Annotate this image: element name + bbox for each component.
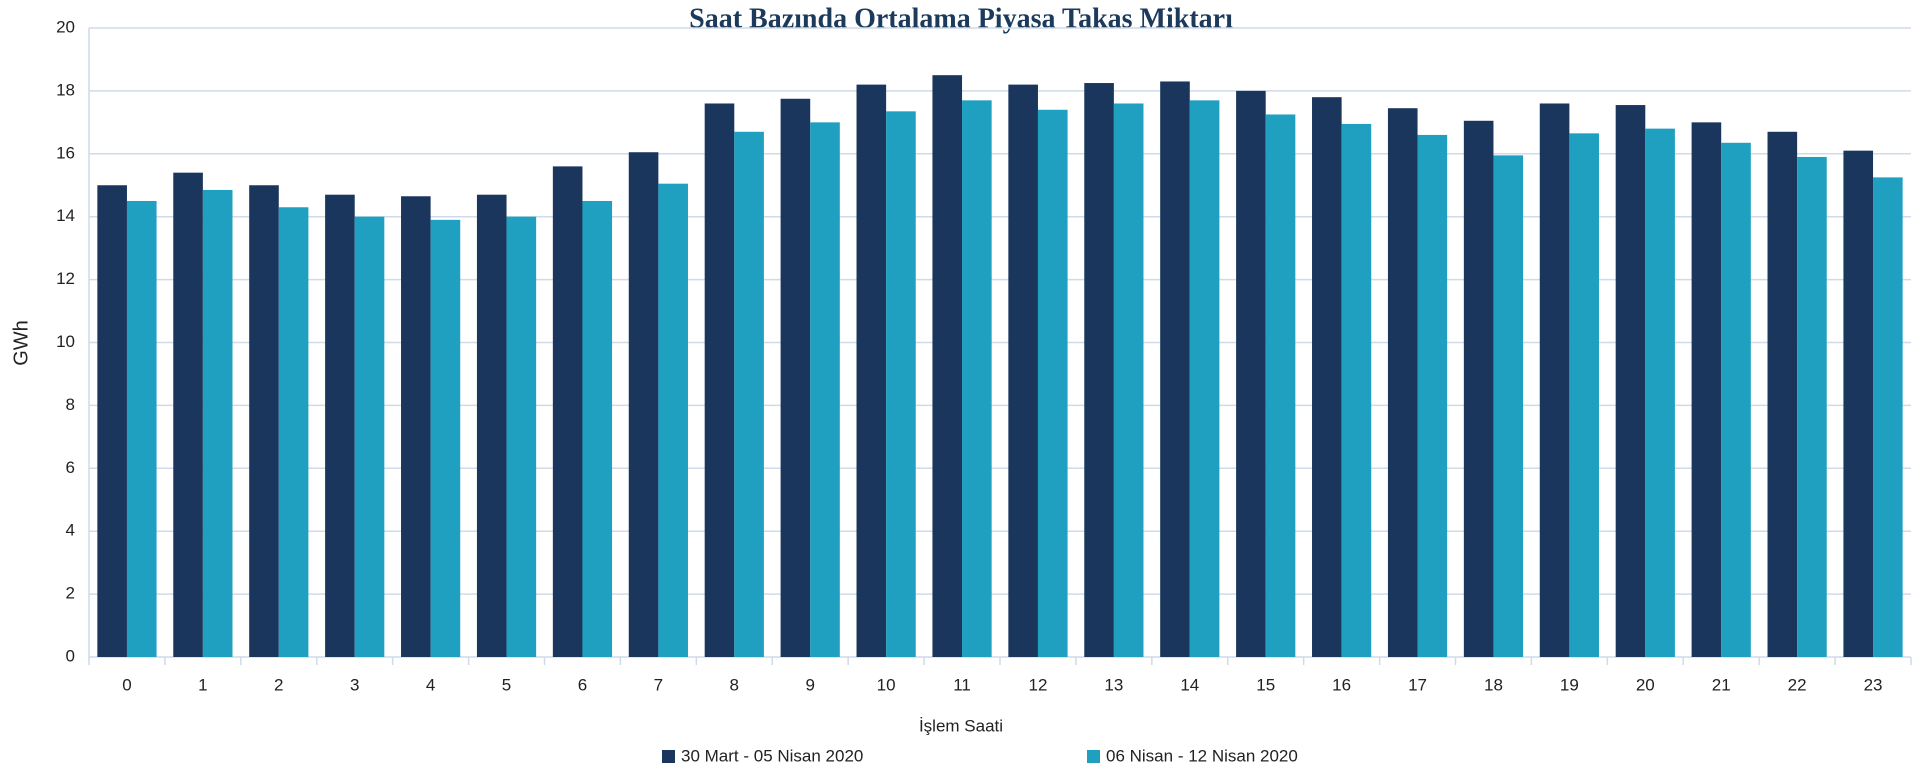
x-tick-label: 15 bbox=[1256, 675, 1275, 694]
y-tick-label: 16 bbox=[56, 143, 75, 162]
bar bbox=[401, 196, 431, 657]
legend-swatch bbox=[662, 750, 675, 763]
bar bbox=[249, 185, 279, 657]
bar bbox=[1691, 122, 1722, 658]
x-tick-label: 0 bbox=[122, 675, 131, 694]
x-tick-label: 22 bbox=[1788, 675, 1807, 694]
bar bbox=[886, 111, 916, 657]
y-axis-title: GWh bbox=[10, 320, 32, 366]
y-tick-label: 2 bbox=[66, 584, 75, 603]
x-tick-label: 18 bbox=[1484, 675, 1503, 694]
legend-swatch bbox=[1087, 750, 1100, 763]
bar bbox=[506, 216, 537, 657]
x-tick-label: 11 bbox=[953, 675, 971, 694]
x-tick-label: 21 bbox=[1712, 675, 1731, 694]
bar bbox=[278, 207, 309, 657]
x-tick-label: 2 bbox=[274, 675, 283, 694]
y-tick-label: 12 bbox=[56, 269, 75, 288]
x-tick-label: 12 bbox=[1028, 675, 1047, 694]
bar bbox=[354, 216, 385, 657]
bar bbox=[582, 200, 613, 657]
x-tick-label: 16 bbox=[1332, 675, 1351, 694]
bar bbox=[173, 172, 203, 658]
bar bbox=[1843, 150, 1874, 657]
bar bbox=[1008, 84, 1038, 658]
bar bbox=[962, 100, 992, 657]
bar bbox=[1493, 155, 1524, 657]
bar bbox=[1569, 133, 1599, 658]
x-axis-title: İşlem Saati bbox=[919, 716, 1003, 735]
bar bbox=[1721, 142, 1751, 658]
bar bbox=[1645, 128, 1675, 657]
x-tick-label: 3 bbox=[350, 675, 359, 694]
bar bbox=[810, 122, 840, 658]
legend-label: 30 Mart - 05 Nisan 2020 bbox=[681, 746, 863, 765]
x-tick-label: 10 bbox=[877, 675, 896, 694]
y-tick-label: 10 bbox=[56, 332, 75, 351]
bar bbox=[658, 183, 688, 658]
x-tick-label: 4 bbox=[426, 675, 435, 694]
legend-label: 06 Nisan - 12 Nisan 2020 bbox=[1106, 746, 1298, 765]
bar bbox=[97, 185, 127, 657]
x-tick-label: 17 bbox=[1408, 675, 1427, 694]
bar bbox=[1767, 131, 1798, 657]
x-tick-label: 8 bbox=[730, 675, 739, 694]
x-tick-label: 20 bbox=[1636, 675, 1655, 694]
bar bbox=[1797, 156, 1827, 657]
bar bbox=[628, 152, 659, 658]
bar bbox=[780, 98, 811, 657]
bar bbox=[1037, 109, 1068, 657]
bar bbox=[552, 166, 583, 657]
bar bbox=[1463, 120, 1494, 658]
chart-title: Saat Bazında Ortalama Piyasa Takas Mikta… bbox=[689, 3, 1233, 34]
x-tick-label: 1 bbox=[198, 675, 207, 694]
x-tick-label: 14 bbox=[1180, 675, 1199, 694]
bar bbox=[1113, 103, 1144, 658]
bar bbox=[932, 75, 963, 658]
x-tick-label: 9 bbox=[805, 675, 814, 694]
bar bbox=[1539, 103, 1570, 658]
bar bbox=[1189, 100, 1220, 657]
x-tick-label: 5 bbox=[502, 675, 511, 694]
bar bbox=[1615, 105, 1646, 658]
bar bbox=[1160, 81, 1190, 658]
y-tick-label: 8 bbox=[66, 395, 75, 414]
bar bbox=[476, 194, 507, 657]
bar bbox=[1236, 90, 1266, 657]
bar bbox=[1084, 83, 1114, 658]
y-tick-label: 18 bbox=[56, 80, 75, 99]
bar bbox=[1312, 97, 1342, 657]
bar bbox=[1873, 177, 1903, 657]
y-tick-label: 4 bbox=[66, 521, 75, 540]
x-tick-label: 6 bbox=[578, 675, 587, 694]
bar bbox=[1265, 114, 1296, 658]
x-tick-label: 13 bbox=[1104, 675, 1123, 694]
bar bbox=[325, 194, 355, 657]
bar bbox=[430, 219, 461, 657]
y-tick-label: 6 bbox=[66, 458, 75, 477]
x-tick-label: 7 bbox=[654, 675, 663, 694]
y-tick-label: 20 bbox=[56, 17, 75, 36]
bar bbox=[1387, 108, 1418, 657]
bar bbox=[1417, 134, 1448, 657]
y-tick-label: 14 bbox=[56, 206, 75, 225]
x-tick-label: 23 bbox=[1864, 675, 1883, 694]
y-tick-label: 0 bbox=[66, 646, 75, 665]
bar bbox=[1341, 123, 1372, 658]
x-tick-label: 19 bbox=[1560, 675, 1579, 694]
bar bbox=[704, 103, 735, 658]
bar bbox=[126, 200, 157, 657]
bar bbox=[856, 84, 887, 658]
bar bbox=[734, 131, 764, 657]
bar bbox=[202, 189, 233, 657]
